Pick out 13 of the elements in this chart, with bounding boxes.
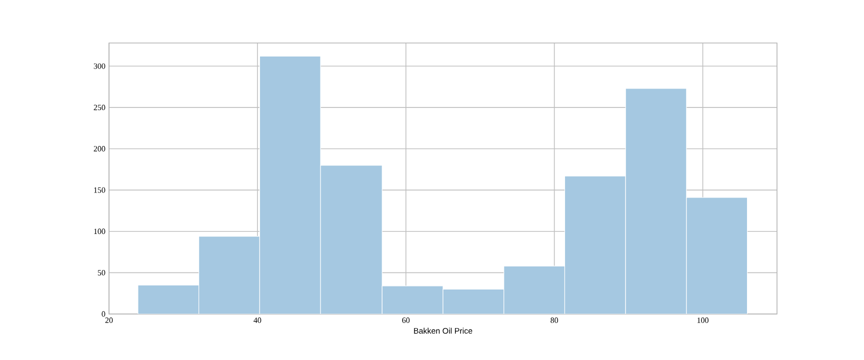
y-tick-label: 200 [94, 146, 106, 152]
y-tick-label: 50 [98, 270, 106, 276]
x-tick-label: 40 [254, 318, 262, 323]
y-tick-label: 100 [94, 228, 106, 234]
y-tick-label: 150 [94, 187, 106, 193]
x-tick-label: 60 [402, 318, 410, 323]
x-tick-label: 100 [697, 318, 708, 323]
y-tick-label: 300 [94, 63, 106, 69]
x-axis-title: Bakken Oil Price [414, 328, 472, 334]
y-tick-label: 250 [94, 104, 106, 110]
y-tick-label: 0 [102, 311, 106, 317]
x-tick-label: 80 [550, 318, 558, 323]
x-tick-label: 20 [105, 318, 113, 323]
